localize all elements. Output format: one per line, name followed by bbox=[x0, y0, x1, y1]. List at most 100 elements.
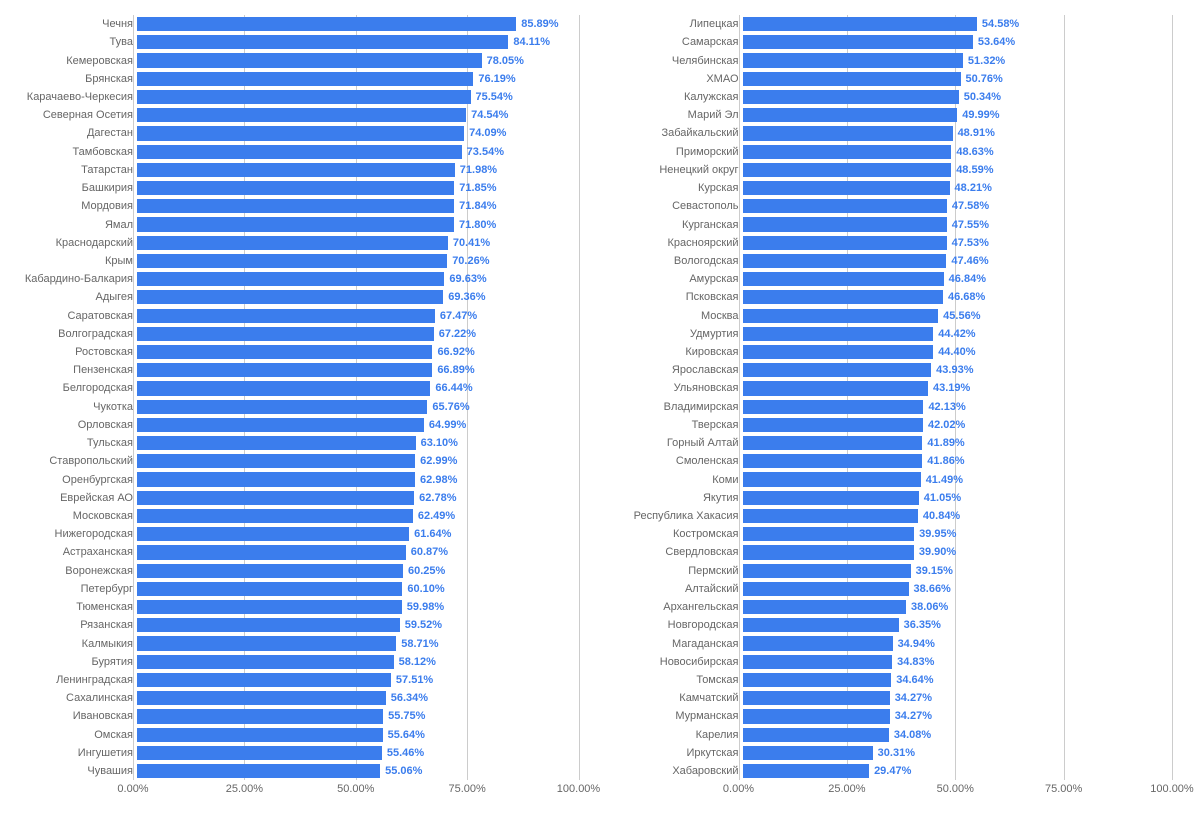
category-label: Чувашия bbox=[5, 765, 137, 777]
value-label: 53.64% bbox=[978, 36, 1015, 48]
bar-cell: 69.63% bbox=[137, 270, 579, 288]
bar-row: Алтайский38.66% bbox=[599, 580, 1173, 598]
bar bbox=[743, 236, 947, 250]
category-label: Московская bbox=[5, 510, 137, 522]
bar-cell: 43.93% bbox=[743, 361, 1173, 379]
value-label: 38.66% bbox=[914, 583, 951, 595]
bar bbox=[743, 145, 952, 159]
bar-row: Ленинградская57.51% bbox=[5, 671, 579, 689]
category-label: Ульяновская bbox=[599, 382, 743, 394]
bar bbox=[743, 472, 921, 486]
bar bbox=[137, 126, 464, 140]
bar-cell: 47.55% bbox=[743, 215, 1173, 233]
value-label: 61.64% bbox=[414, 528, 451, 540]
bar bbox=[137, 691, 386, 705]
category-label: Хабаровский bbox=[599, 765, 743, 777]
bar-cell: 42.13% bbox=[743, 398, 1173, 416]
bar-row: Астраханская60.87% bbox=[5, 543, 579, 561]
bar-cell: 85.89% bbox=[137, 15, 579, 33]
category-label: Вологодская bbox=[599, 255, 743, 267]
category-label: Тюменская bbox=[5, 601, 137, 613]
category-label: Дагестан bbox=[5, 127, 137, 139]
bar-row: Камчатский34.27% bbox=[599, 689, 1173, 707]
bar bbox=[743, 345, 934, 359]
value-label: 64.99% bbox=[429, 419, 466, 431]
bar-cell: 55.06% bbox=[137, 762, 579, 780]
x-axis-label: 25.00% bbox=[828, 783, 865, 795]
bar-row: Вологодская47.46% bbox=[599, 252, 1173, 270]
value-label: 55.46% bbox=[387, 747, 424, 759]
bar-cell: 75.54% bbox=[137, 88, 579, 106]
value-label: 49.99% bbox=[962, 109, 999, 121]
value-label: 46.84% bbox=[949, 273, 986, 285]
bar bbox=[743, 400, 924, 414]
charts-container: 0.00%25.00%50.00%75.00%100.00%Чечня85.89… bbox=[0, 0, 1197, 825]
bar-cell: 48.59% bbox=[743, 161, 1173, 179]
bar-cell: 38.66% bbox=[743, 580, 1173, 598]
bar-cell: 58.12% bbox=[137, 653, 579, 671]
bar bbox=[137, 363, 432, 377]
value-label: 41.05% bbox=[924, 492, 961, 504]
bar bbox=[743, 436, 923, 450]
category-label: Севастополь bbox=[599, 200, 743, 212]
bar bbox=[743, 655, 893, 669]
bar-row: Чувашия55.06% bbox=[5, 762, 579, 780]
bar-cell: 41.86% bbox=[743, 452, 1173, 470]
category-label: Красноярский bbox=[599, 237, 743, 249]
bar bbox=[743, 691, 890, 705]
bar-row: Северная Осетия74.54% bbox=[5, 106, 579, 124]
bar bbox=[137, 491, 414, 505]
value-label: 39.95% bbox=[919, 528, 956, 540]
bar bbox=[743, 545, 914, 559]
bar bbox=[743, 381, 929, 395]
value-label: 70.26% bbox=[452, 255, 489, 267]
bar-cell: 69.36% bbox=[137, 288, 579, 306]
bar-cell: 51.32% bbox=[743, 51, 1173, 69]
bar-cell: 74.54% bbox=[137, 106, 579, 124]
bar-row: Забайкальский48.91% bbox=[599, 124, 1173, 142]
category-label: Сахалинская bbox=[5, 692, 137, 704]
bar-row: Сахалинская56.34% bbox=[5, 689, 579, 707]
value-label: 50.76% bbox=[966, 73, 1003, 85]
bar-cell: 59.52% bbox=[137, 616, 579, 634]
bar-row: Псковская46.68% bbox=[599, 288, 1173, 306]
category-label: Калужская bbox=[599, 91, 743, 103]
x-axis-labels: 0.00%25.00%50.00%75.00%100.00% bbox=[133, 783, 579, 803]
bar bbox=[743, 290, 943, 304]
category-label: Адыгея bbox=[5, 291, 137, 303]
category-label: Тамбовская bbox=[5, 146, 137, 158]
bar bbox=[137, 345, 432, 359]
bar-row: Ярославская43.93% bbox=[599, 361, 1173, 379]
category-label: Ненецкий округ bbox=[599, 164, 743, 176]
bar-row: Оренбургская62.98% bbox=[5, 470, 579, 488]
bar bbox=[137, 145, 462, 159]
value-label: 60.10% bbox=[407, 583, 444, 595]
bar-row: Калмыкия58.71% bbox=[5, 634, 579, 652]
value-label: 39.15% bbox=[916, 565, 953, 577]
bar-row: Архангельская38.06% bbox=[599, 598, 1173, 616]
category-label: Бурятия bbox=[5, 656, 137, 668]
bar bbox=[137, 655, 394, 669]
value-label: 84.11% bbox=[513, 36, 550, 48]
bar-row: Мордовия71.84% bbox=[5, 197, 579, 215]
category-label: Иркутская bbox=[599, 747, 743, 759]
category-label: Удмуртия bbox=[599, 328, 743, 340]
bar-cell: 63.10% bbox=[137, 434, 579, 452]
category-label: Амурская bbox=[599, 273, 743, 285]
value-label: 48.59% bbox=[956, 164, 993, 176]
bar-row: Новосибирская34.83% bbox=[599, 653, 1173, 671]
grid-line bbox=[1172, 15, 1173, 780]
bar bbox=[137, 163, 455, 177]
value-label: 55.64% bbox=[388, 729, 425, 741]
bar bbox=[743, 181, 950, 195]
value-label: 47.53% bbox=[952, 237, 989, 249]
category-label: Карачаево-Черкесия bbox=[5, 91, 137, 103]
value-label: 39.90% bbox=[919, 546, 956, 558]
bar-cell: 39.95% bbox=[743, 525, 1173, 543]
bar-cell: 30.31% bbox=[743, 744, 1173, 762]
category-label: Владимирская bbox=[599, 401, 743, 413]
category-label: Псковская bbox=[599, 291, 743, 303]
bar bbox=[137, 636, 396, 650]
value-label: 59.52% bbox=[405, 619, 442, 631]
category-label: Якутия bbox=[599, 492, 743, 504]
